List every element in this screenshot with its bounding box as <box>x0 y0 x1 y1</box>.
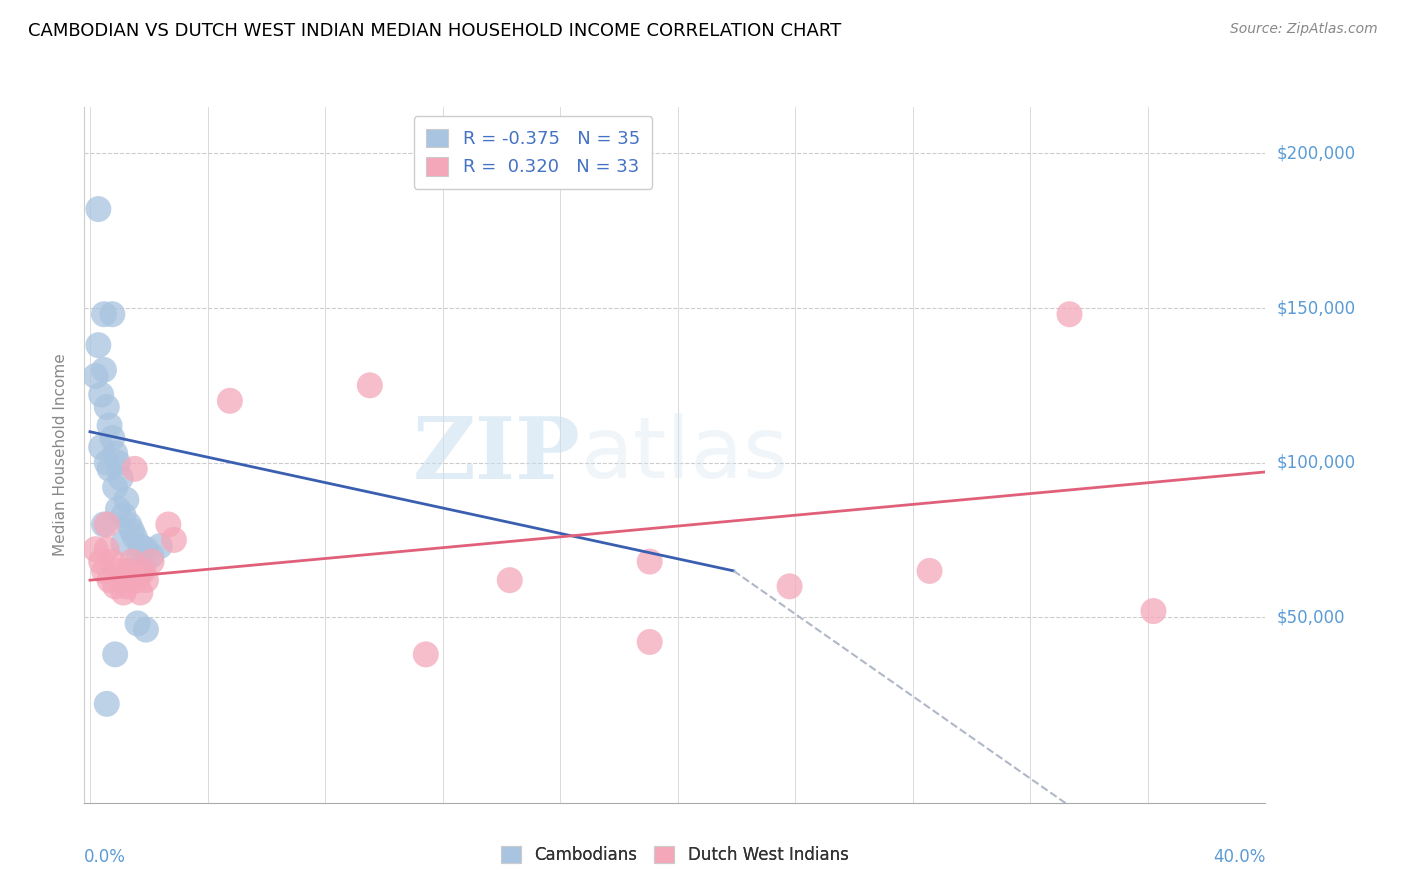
Point <box>127 555 149 569</box>
Point <box>132 564 155 578</box>
Point <box>112 536 135 550</box>
Point <box>96 456 118 470</box>
Point <box>918 564 941 578</box>
Point <box>96 517 118 532</box>
Point <box>1142 604 1164 618</box>
Point <box>93 517 115 532</box>
Point <box>1059 307 1081 321</box>
Point <box>638 555 661 569</box>
Y-axis label: Median Household Income: Median Household Income <box>53 353 69 557</box>
Point <box>104 579 127 593</box>
Point <box>98 462 121 476</box>
Point <box>359 378 381 392</box>
Point <box>93 307 115 321</box>
Point <box>84 542 107 557</box>
Point <box>115 492 138 507</box>
Point <box>149 539 172 553</box>
Point <box>110 573 132 587</box>
Point <box>124 462 146 476</box>
Point <box>93 363 115 377</box>
Point <box>112 585 135 599</box>
Point <box>129 539 152 553</box>
Text: CAMBODIAN VS DUTCH WEST INDIAN MEDIAN HOUSEHOLD INCOME CORRELATION CHART: CAMBODIAN VS DUTCH WEST INDIAN MEDIAN HO… <box>28 22 841 40</box>
Point <box>90 555 112 569</box>
Point <box>104 446 127 460</box>
Point <box>499 573 522 587</box>
Point <box>129 585 152 599</box>
Point <box>84 369 107 384</box>
Point <box>219 393 242 408</box>
Point <box>98 573 121 587</box>
Point <box>112 508 135 523</box>
Point <box>101 555 124 569</box>
Point <box>90 387 112 401</box>
Point <box>115 579 138 593</box>
Point <box>104 480 127 494</box>
Point <box>157 517 180 532</box>
Point <box>107 502 129 516</box>
Text: 40.0%: 40.0% <box>1213 848 1265 866</box>
Point <box>96 400 118 414</box>
Point <box>101 307 124 321</box>
Point <box>127 573 149 587</box>
Point <box>121 524 143 538</box>
Point <box>779 579 801 593</box>
Text: 0.0%: 0.0% <box>84 848 127 866</box>
Text: $100,000: $100,000 <box>1277 454 1355 472</box>
Point <box>96 542 118 557</box>
Text: Source: ZipAtlas.com: Source: ZipAtlas.com <box>1230 22 1378 37</box>
Text: atlas: atlas <box>581 413 789 497</box>
Point <box>415 648 437 662</box>
Text: $50,000: $50,000 <box>1277 608 1346 626</box>
Point <box>87 202 110 216</box>
Point <box>87 338 110 352</box>
Point <box>107 564 129 578</box>
Point <box>638 635 661 649</box>
Point <box>93 564 115 578</box>
Point <box>104 648 127 662</box>
Point <box>135 542 157 557</box>
Point <box>141 549 163 563</box>
Point <box>107 456 129 470</box>
Point <box>127 616 149 631</box>
Point <box>163 533 186 547</box>
Point <box>124 570 146 584</box>
Point <box>90 440 112 454</box>
Point <box>98 418 121 433</box>
Point <box>118 564 141 578</box>
Point <box>101 431 124 445</box>
Text: ZIP: ZIP <box>412 413 581 497</box>
Point <box>141 555 163 569</box>
Point <box>135 573 157 587</box>
Point <box>121 555 143 569</box>
Text: $200,000: $200,000 <box>1277 145 1355 162</box>
Point <box>118 517 141 532</box>
Text: $150,000: $150,000 <box>1277 299 1355 317</box>
Point <box>135 623 157 637</box>
Point <box>124 530 146 544</box>
Point <box>132 561 155 575</box>
Point <box>110 471 132 485</box>
Legend: Cambodians, Dutch West Indians: Cambodians, Dutch West Indians <box>495 839 855 871</box>
Point <box>96 697 118 711</box>
